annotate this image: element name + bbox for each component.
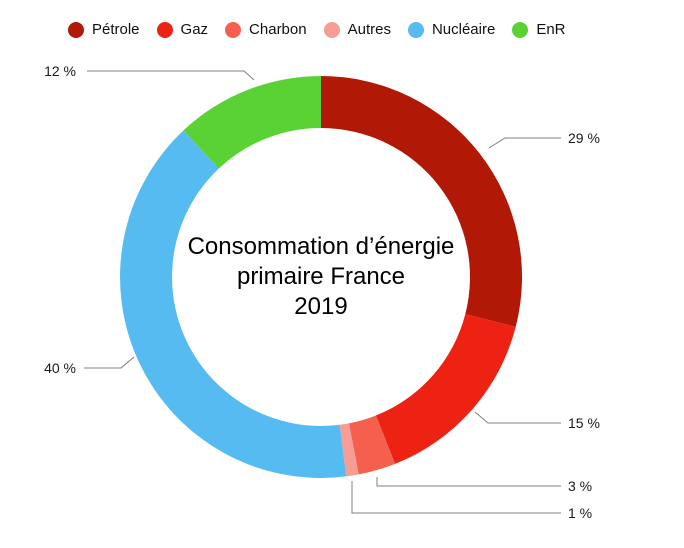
leader-line-gaz: [474, 411, 561, 424]
legend-item-autres: Autres: [323, 21, 391, 38]
leader-line-petrole: [488, 137, 561, 149]
legend-dot-nucleaire-icon: [407, 21, 424, 38]
slice-label-petrole: 29 %: [568, 130, 600, 146]
legend-label-autres: Autres: [347, 21, 391, 38]
slice-label-charbon: 3 %: [568, 478, 592, 494]
donut-center-title: Consommation d’énergie primaire France 2…: [188, 232, 455, 322]
center-title-line3: 2019: [294, 293, 348, 320]
slice-enr: [183, 76, 321, 169]
legend-label-nucleaire: Nucléaire: [431, 21, 496, 38]
legend-label-enr: EnR: [536, 21, 566, 38]
leader-line-autres: [351, 481, 561, 514]
leader-line-enr: [87, 70, 255, 81]
legend-item-nucleaire: Nucléaire: [407, 21, 496, 38]
leader-line-nucleaire: [84, 356, 135, 369]
legend-dot-charbon-icon: [225, 21, 242, 38]
legend-dot-gaz-icon: [156, 21, 173, 38]
legend-item-petrole: Pétrole: [68, 21, 140, 38]
slice-autres: [339, 423, 359, 477]
chart-legend: Pétrole Gaz Charbon Autres Nucléaire EnR: [68, 21, 566, 38]
legend-item-charbon: Charbon: [225, 21, 307, 38]
legend-item-enr: EnR: [512, 21, 566, 38]
legend-dot-petrole-icon: [68, 21, 84, 38]
slice-gaz: [375, 314, 516, 464]
slice-nucleaire: [120, 130, 347, 478]
slice-petrole: [321, 76, 523, 327]
legend-item-gaz: Gaz: [156, 21, 209, 38]
legend-dot-autres-icon: [323, 21, 340, 38]
slice-label-enr: 12 %: [44, 63, 76, 79]
legend-label-charbon: Charbon: [249, 21, 307, 38]
legend-label-gaz: Gaz: [180, 21, 209, 38]
slice-label-nucleaire: 40 %: [44, 360, 76, 376]
slice-charbon: [348, 415, 395, 475]
slice-label-autres: 1 %: [568, 505, 592, 521]
slice-label-gaz: 15 %: [568, 415, 600, 431]
legend-label-petrole: Pétrole: [92, 21, 140, 38]
center-title-line2: primaire France: [236, 263, 406, 290]
legend-dot-enr-icon: [512, 21, 529, 38]
center-title-line1: Consommation d’énergie: [187, 233, 455, 260]
leader-line-charbon: [376, 477, 561, 487]
